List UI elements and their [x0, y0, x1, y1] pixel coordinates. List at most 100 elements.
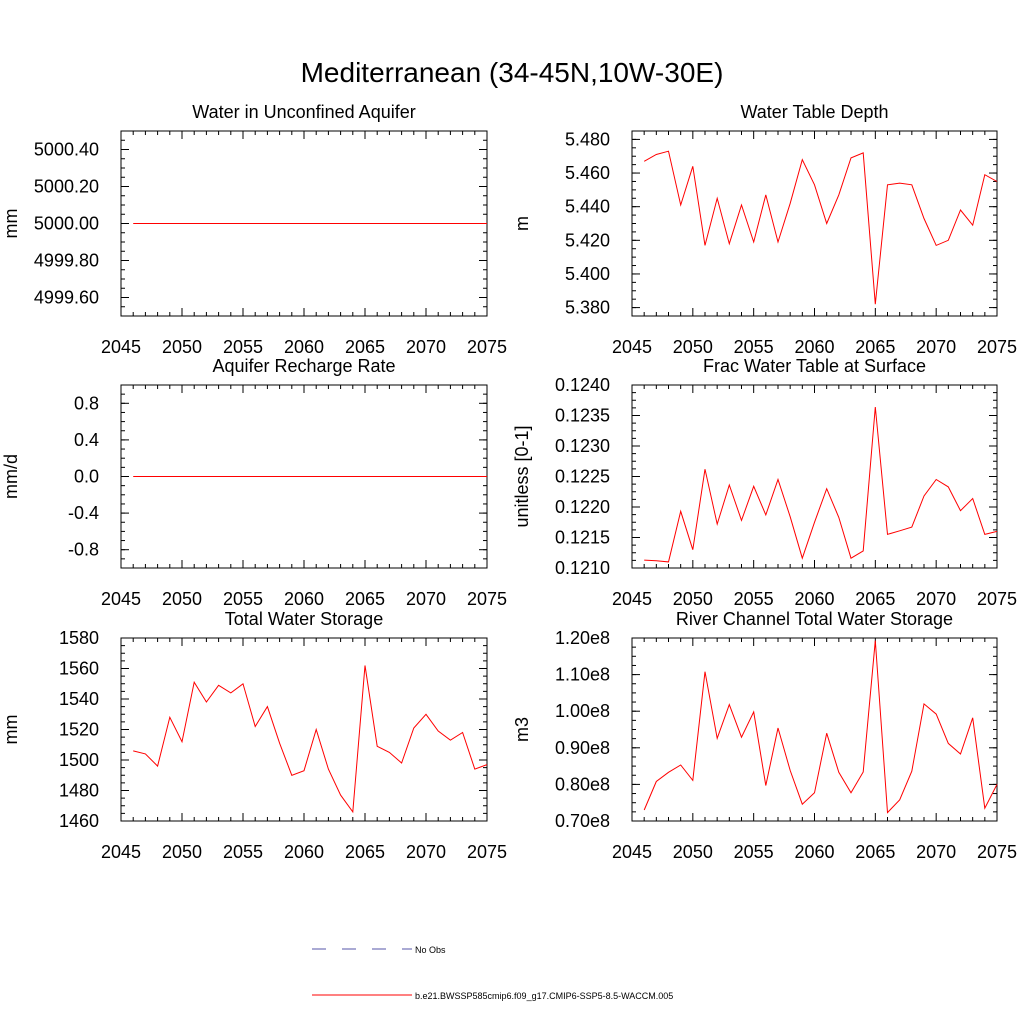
- x-tick-label: 2070: [406, 337, 446, 357]
- y-axis-label: m3: [512, 717, 532, 742]
- y-tick-label: 5.480: [565, 129, 610, 149]
- panel-title: Total Water Storage: [225, 609, 383, 629]
- y-tick-label: 0.1235: [555, 406, 610, 426]
- x-tick-label: 2045: [101, 842, 141, 862]
- y-tick-label: 0.0: [74, 467, 99, 487]
- y-tick-label: 0.1240: [555, 375, 610, 395]
- y-axis-label: unitless [0-1]: [512, 425, 532, 527]
- x-tick-label: 2055: [734, 337, 774, 357]
- y-axis-label: mm/d: [1, 454, 21, 499]
- x-tick-label: 2060: [284, 337, 324, 357]
- y-axis-label: mm: [1, 209, 21, 239]
- x-tick-label: 2060: [284, 842, 324, 862]
- x-tick-label: 2075: [977, 842, 1017, 862]
- x-tick-label: 2055: [223, 589, 263, 609]
- x-tick-label: 2050: [162, 842, 202, 862]
- y-axis-label: mm: [1, 715, 21, 745]
- y-tick-label: 1520: [59, 720, 99, 740]
- legend-obs-label: No Obs: [415, 945, 446, 955]
- panel-title: River Channel Total Water Storage: [676, 609, 953, 629]
- y-tick-label: 1.10e8: [555, 665, 610, 685]
- x-tick-label: 2045: [101, 589, 141, 609]
- x-tick-label: 2055: [223, 842, 263, 862]
- y-tick-label: -0.8: [68, 540, 99, 560]
- series-line: [133, 665, 488, 814]
- x-tick-label: 2050: [673, 589, 713, 609]
- y-tick-label: 0.90e8: [555, 738, 610, 758]
- x-tick-label: 2075: [977, 589, 1017, 609]
- series-line: [644, 406, 998, 563]
- y-tick-label: 1460: [59, 811, 99, 831]
- x-tick-label: 2060: [284, 589, 324, 609]
- x-tick-label: 2065: [345, 842, 385, 862]
- series-line: [643, 150, 998, 305]
- y-tick-label: 1560: [59, 659, 99, 679]
- x-tick-label: 2045: [612, 589, 652, 609]
- x-tick-label: 2070: [916, 589, 956, 609]
- x-tick-label: 2050: [673, 337, 713, 357]
- y-tick-label: 5000.00: [34, 214, 99, 234]
- x-tick-label: 2065: [345, 337, 385, 357]
- y-tick-label: 0.1230: [555, 436, 610, 456]
- y-tick-label: 1540: [59, 689, 99, 709]
- panel-4: Frac Water Table at Surface unitless [0-1…: [512, 356, 1017, 609]
- x-tick-label: 2060: [794, 842, 834, 862]
- y-axis-label: m: [512, 216, 532, 231]
- panel-5: Total Water Storage mm 2045 2050 2055 2060 206…: [1, 609, 507, 862]
- panel-title: Water Table Depth: [740, 102, 888, 122]
- x-tick-label: 2060: [794, 337, 834, 357]
- x-tick-label: 2055: [223, 337, 263, 357]
- x-tick-label: 2045: [612, 337, 652, 357]
- x-tick-label: 2060: [794, 589, 834, 609]
- y-tick-label: 5.380: [565, 298, 610, 318]
- y-tick-label: 0.8: [74, 393, 99, 413]
- y-tick-label: 1580: [59, 628, 99, 648]
- y-tick-label: 5.460: [565, 163, 610, 183]
- y-tick-label: 0.1220: [555, 497, 610, 517]
- y-tick-label: 0.4: [74, 430, 99, 450]
- y-tick-label: 5000.40: [34, 140, 99, 160]
- y-tick-label: 4999.60: [34, 288, 99, 308]
- y-tick-label: 4999.80: [34, 251, 99, 271]
- panel-3: Aquifer Recharge Rate mm/d 2045 2050 2055 206…: [1, 356, 507, 609]
- x-tick-label: 2070: [916, 842, 956, 862]
- y-tick-label: 1.00e8: [555, 701, 610, 721]
- series-line: [643, 640, 998, 814]
- y-tick-label: 1480: [59, 781, 99, 801]
- panel-6: River Channel Total Water Storage m3 2045 2…: [512, 609, 1017, 862]
- x-tick-label: 2070: [406, 842, 446, 862]
- x-tick-label: 2065: [855, 589, 895, 609]
- panel-2: Water Table Depth m 2045 2050 2055 2060 2065 20…: [512, 102, 1017, 357]
- x-tick-label: 2045: [612, 842, 652, 862]
- y-tick-label: -0.4: [68, 503, 99, 523]
- x-tick-label: 2065: [855, 337, 895, 357]
- x-tick-label: 2055: [734, 589, 774, 609]
- y-tick-label: 0.70e8: [555, 811, 610, 831]
- panel-title: Water in Unconfined Aquifer: [192, 102, 415, 122]
- x-tick-label: 2045: [101, 337, 141, 357]
- y-tick-label: 1500: [59, 750, 99, 770]
- x-tick-label: 2050: [162, 589, 202, 609]
- y-tick-label: 0.1215: [555, 528, 610, 548]
- panel-title: Aquifer Recharge Rate: [212, 356, 395, 376]
- legend: No Obs b.e21.BWSSP585cmip6.f09_g17.CMIP6…: [312, 945, 673, 1001]
- x-tick-label: 2050: [162, 337, 202, 357]
- panel-title: Frac Water Table at Surface: [703, 356, 926, 376]
- figure-title: Mediterranean (34-45N,10W-30E): [301, 57, 724, 88]
- x-tick-label: 2065: [345, 589, 385, 609]
- x-tick-label: 2070: [916, 337, 956, 357]
- panels: Water in Unconfined Aquifer mm 2045 2050 205…: [1, 102, 1017, 862]
- y-tick-label: 0.1225: [555, 467, 610, 487]
- x-tick-label: 2075: [467, 842, 507, 862]
- y-tick-label: 5000.20: [34, 177, 99, 197]
- y-tick-label: 5.400: [565, 264, 610, 284]
- x-tick-label: 2075: [977, 337, 1017, 357]
- x-tick-label: 2070: [406, 589, 446, 609]
- x-tick-label: 2050: [673, 842, 713, 862]
- y-tick-label: 1.20e8: [555, 628, 610, 648]
- panel-1: Water in Unconfined Aquifer mm 2045 2050 205…: [1, 102, 507, 357]
- x-tick-label: 2065: [855, 842, 895, 862]
- y-tick-label: 0.1210: [555, 558, 610, 578]
